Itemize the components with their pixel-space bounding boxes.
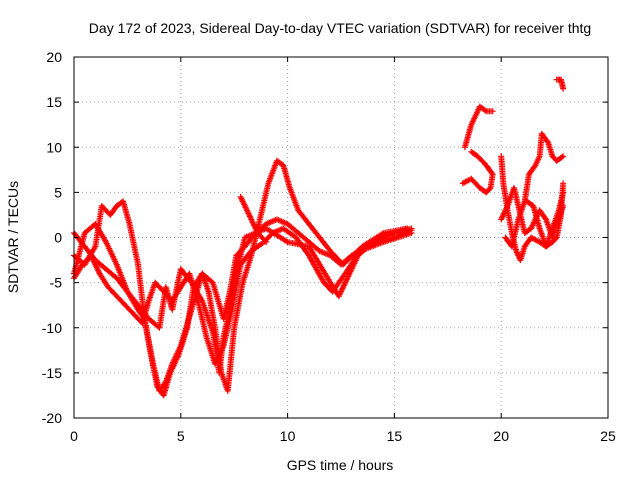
series-pass-10: [502, 130, 567, 250]
series-pass-11: [523, 180, 567, 250]
data-point-markers: [461, 103, 496, 151]
x-tick-label: 10: [280, 428, 296, 444]
x-tick-label: 0: [70, 428, 78, 444]
data-point-markers: [523, 180, 567, 250]
series-pass-5: [237, 193, 270, 245]
y-tick-label: 5: [54, 184, 62, 200]
y-tick-label: -10: [42, 320, 62, 336]
x-tick-label: 5: [177, 428, 185, 444]
series-pass-7: [459, 148, 496, 196]
series-pass-6: [461, 103, 496, 151]
y-axis-ticks: -20 -15 -10 -5 0 5 10 15 20: [42, 49, 608, 426]
data-point-markers: [459, 148, 496, 196]
grid: [74, 57, 608, 418]
x-axis-ticks: 0 5 10 15 20 25: [70, 57, 616, 444]
data-point-markers: [237, 193, 270, 245]
x-tick-label: 15: [387, 428, 403, 444]
chart-title: Day 172 of 2023, Sidereal Day-to-day VTE…: [89, 20, 591, 36]
y-tick-label: -5: [50, 275, 63, 291]
y-tick-label: 0: [54, 230, 62, 246]
y-tick-label: -20: [42, 410, 62, 426]
data-point-markers: [553, 76, 567, 92]
y-tick-label: 15: [46, 94, 62, 110]
data-series: [71, 76, 567, 399]
y-tick-label: 10: [46, 139, 62, 155]
y-axis-label: SDTVAR / TECUs: [5, 181, 21, 293]
x-tick-label: 25: [600, 428, 616, 444]
series-pass-12: [553, 76, 567, 92]
x-tick-label: 20: [493, 428, 509, 444]
data-point-markers: [502, 130, 567, 250]
x-axis-label: GPS time / hours: [287, 457, 394, 473]
y-tick-label: 20: [46, 49, 62, 65]
y-tick-label: -15: [42, 365, 62, 381]
